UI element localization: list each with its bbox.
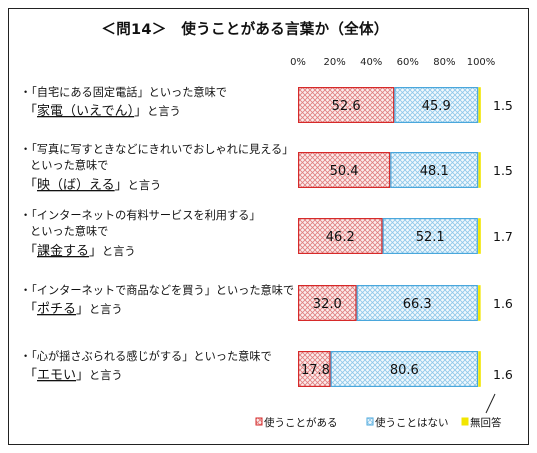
category-suffix: と言う <box>89 369 123 382</box>
category-keyword-line: 「ポチる」と言う <box>24 302 123 317</box>
category-keyword-line: 「エモい」と言う <box>24 368 123 383</box>
no-answer-label: 1.5 <box>493 163 513 178</box>
open-quote: 「 <box>24 302 37 317</box>
bar-not-use <box>394 86 479 123</box>
close-quote: 」 <box>115 178 128 193</box>
no-answer-label: 1.5 <box>493 98 513 113</box>
bar-use <box>298 152 391 189</box>
x-tick-label: 100% <box>467 57 496 68</box>
legend-label: 使うことがある <box>264 416 338 429</box>
chart-frame <box>8 8 529 445</box>
data-label: 80.6 <box>390 363 419 378</box>
x-tick-label: 0% <box>290 57 306 68</box>
legend-label: 無回答 <box>470 416 502 429</box>
category-suffix: と言う <box>147 105 181 118</box>
category-keyword: ポチる <box>37 302 76 317</box>
category-label: ・「インターネットで商品などを買う」といった意味で <box>20 283 294 297</box>
bar-no-answer <box>478 285 481 321</box>
category-keyword: エモい <box>37 368 76 383</box>
bar-no-answer <box>478 152 481 188</box>
category-label: ・「写真に写すときなどにきれいでおしゃれに見える」 <box>20 142 293 156</box>
x-tick-label: 60% <box>397 57 419 68</box>
bar-not-use <box>330 351 479 388</box>
x-tick-label: 80% <box>433 57 455 68</box>
bar-not-use <box>382 218 478 255</box>
legend-swatch <box>255 417 263 426</box>
data-label: 52.1 <box>416 230 445 245</box>
data-label: 32.0 <box>313 297 342 312</box>
category-label-cont: といった意味で <box>30 158 108 172</box>
close-quote: 」 <box>76 368 89 383</box>
close-quote: 」 <box>134 104 147 119</box>
data-label: 45.9 <box>422 99 451 114</box>
category-keyword: 課金する <box>37 243 89 259</box>
data-label: 17.8 <box>301 363 330 378</box>
x-tick-label: 20% <box>323 57 345 68</box>
x-tick-label: 40% <box>360 57 382 68</box>
category-keyword-line: 「家電（いえでん）」と言う <box>24 103 181 119</box>
legend-swatch <box>366 417 374 426</box>
data-label: 50.4 <box>330 164 359 179</box>
category-label: ・「心が揺さぶられる感じがする」といった意味で <box>20 349 272 363</box>
data-label: 48.1 <box>420 164 449 179</box>
close-quote: 」 <box>89 244 102 259</box>
bar-use <box>298 86 395 123</box>
bar-use <box>298 285 357 322</box>
no-answer-label: 1.6 <box>493 367 513 382</box>
no-answer-label: 1.7 <box>493 229 513 244</box>
legend-label: 使うことはない <box>375 416 449 429</box>
open-quote: 「 <box>24 178 37 193</box>
bar-not-use <box>356 285 478 322</box>
bar-no-answer <box>478 351 481 387</box>
data-label: 46.2 <box>326 230 355 245</box>
category-keyword-line: 「課金する」と言う <box>24 243 136 259</box>
no-answer-label: 1.6 <box>493 296 513 311</box>
leader-line <box>485 393 496 414</box>
bar-use <box>298 351 331 388</box>
close-quote: 」 <box>76 302 89 317</box>
open-quote: 「 <box>24 368 37 383</box>
category-keyword: 映（ば）える <box>37 178 115 193</box>
open-quote: 「 <box>24 104 37 119</box>
bar-no-answer <box>478 87 481 123</box>
bar-not-use <box>390 152 479 189</box>
category-keyword-line: 「映（ば）える」と言う <box>24 178 161 193</box>
category-keyword: 家電（いえでん） <box>37 103 134 119</box>
category-label-cont: といった意味で <box>30 224 108 238</box>
legend-swatch <box>461 417 469 426</box>
category-suffix: と言う <box>89 303 123 316</box>
bar-no-answer <box>478 218 481 254</box>
category-suffix: と言う <box>128 179 162 192</box>
category-label: ・「自宅にある固定電話」といった意味で <box>20 85 227 99</box>
data-label: 66.3 <box>403 297 432 312</box>
category-label: ・「インターネットの有料サービスを利用する」 <box>20 208 261 222</box>
bar-use <box>298 218 383 255</box>
chart-title: ＜問14＞ 使うことがある言葉か（全体） <box>101 22 389 38</box>
category-suffix: と言う <box>102 245 136 258</box>
open-quote: 「 <box>24 244 37 259</box>
data-label: 52.6 <box>332 99 361 114</box>
